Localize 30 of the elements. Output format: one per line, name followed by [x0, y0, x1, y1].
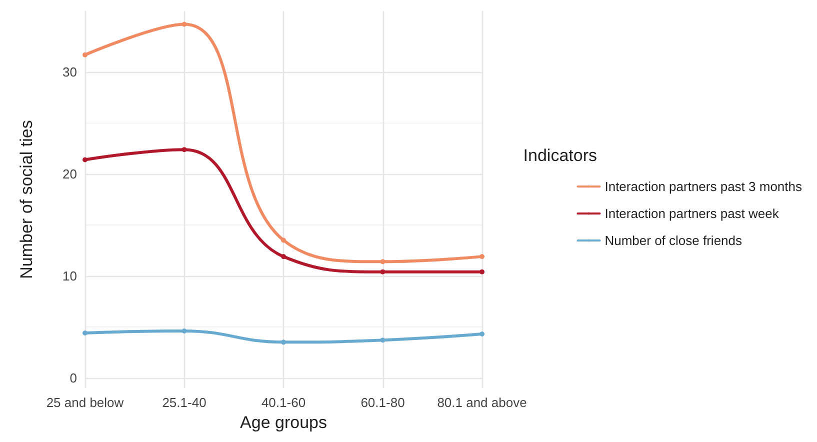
point: [82, 157, 88, 162]
legend-label: Interaction partners past week: [604, 206, 780, 221]
x-tick-label: 80.1 and above: [437, 395, 527, 410]
legend-title: Indicators: [523, 146, 597, 165]
point: [82, 330, 88, 336]
y-axis-title: Number of social ties: [17, 120, 36, 279]
x-tick-label: 40.1-60: [261, 395, 306, 410]
point: [380, 269, 386, 274]
point: [281, 254, 286, 260]
x-tick-label: 60.1-80: [360, 395, 405, 410]
y-tick-label: 10: [62, 268, 77, 284]
y-tick-label: 0: [70, 370, 77, 386]
point: [182, 328, 187, 334]
point: [281, 340, 286, 345]
point: [480, 332, 484, 336]
point: [281, 238, 286, 243]
legend-label: Number of close friends: [604, 233, 743, 248]
y-tick-label: 20: [62, 166, 77, 182]
point: [82, 52, 88, 58]
legend-label: Interaction partners past 3 months: [604, 179, 802, 194]
x-axis-title: Age groups: [240, 412, 327, 432]
x-tick-label: 25.1-40: [162, 395, 206, 410]
point: [182, 22, 187, 27]
point: [380, 259, 386, 264]
point: [182, 147, 187, 152]
point: [480, 269, 484, 274]
point: [380, 338, 386, 343]
y-tick-label: 30: [62, 64, 77, 80]
point: [480, 254, 484, 260]
x-tick-label: 25 and below: [46, 395, 124, 410]
